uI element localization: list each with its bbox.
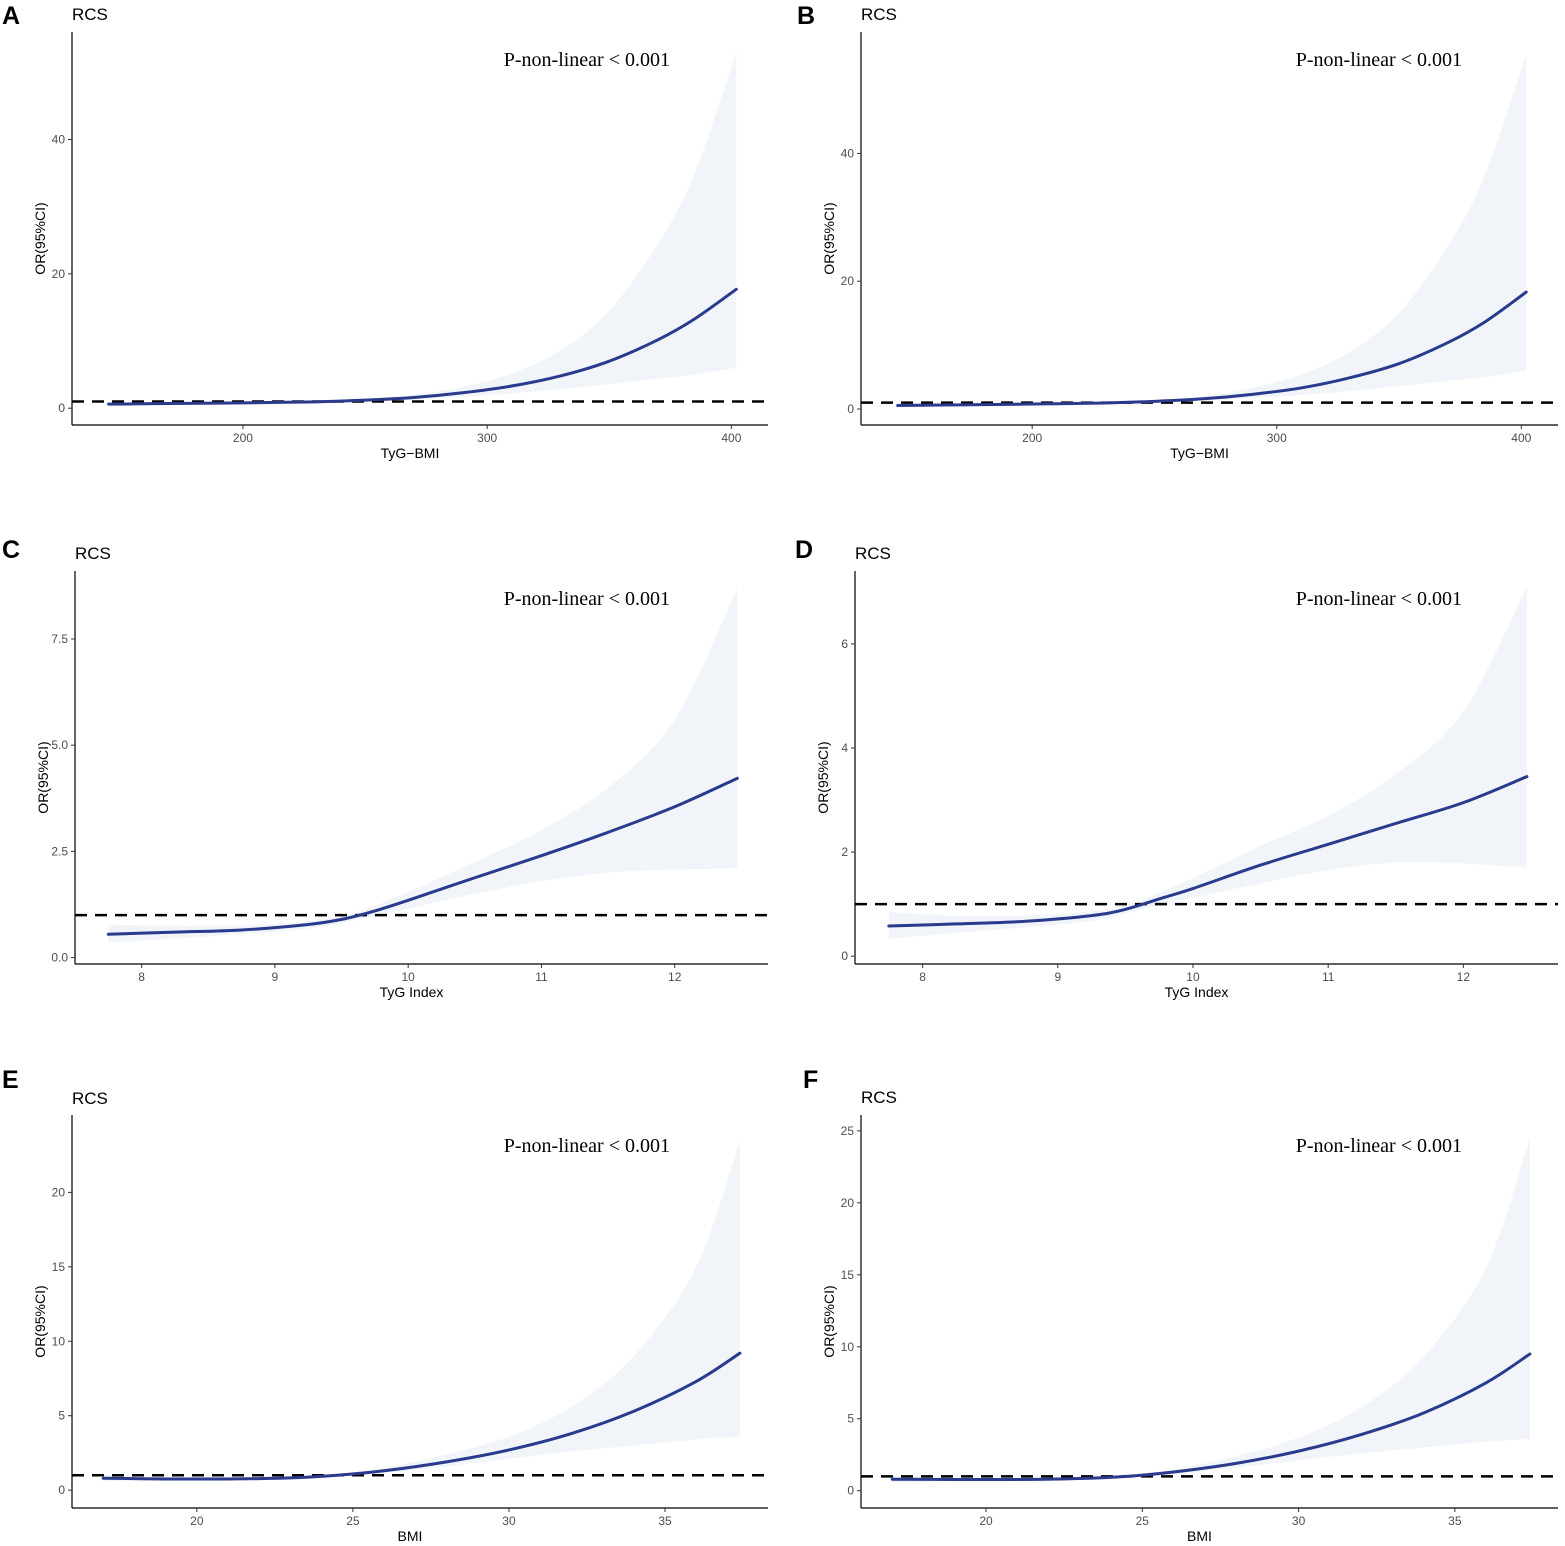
x-tick-label: 30 (502, 1514, 516, 1528)
y-axis-label: OR(95%CI) (32, 202, 48, 274)
or-curve (107, 287, 738, 406)
y-tick-label: 15 (52, 1260, 66, 1274)
chart-panel-f: F RCS 20 25 30 35 0 5 10 15 20 25 BMI OR(95%CI) P-non-… (803, 1066, 1558, 1544)
panel-letter: C (2, 536, 20, 564)
x-tick-label: 200 (233, 431, 253, 445)
y-tick-label: 10 (841, 1340, 855, 1354)
x-axis-label: TyG−BMI (381, 445, 440, 461)
confidence-band (103, 1140, 740, 1482)
confidence-band (897, 54, 1527, 407)
p-value-annotation: P-non-linear < 0.001 (1296, 1135, 1462, 1157)
y-axis-label: OR(95%CI) (32, 1285, 48, 1357)
x-tick-label: 35 (658, 1514, 672, 1528)
y-tick-label: 0 (58, 401, 65, 415)
x-axis-label: TyG−BMI (1170, 445, 1229, 461)
x-tick-label: 20 (190, 1514, 204, 1528)
confidence-band (108, 52, 737, 406)
p-value-annotation: P-non-linear < 0.001 (1296, 588, 1462, 610)
y-tick-label: 20 (841, 274, 855, 288)
y-tick-label: 0 (847, 402, 854, 416)
x-tick-label: 11 (1322, 970, 1335, 984)
x-tick-label: 10 (1186, 970, 1200, 984)
x-tick-label: 12 (1457, 970, 1471, 984)
chart-panel-c: C RCS 8 9 10 11 12 0.0 2.5 5.0 7.5 TyG Index OR(95%C… (2, 536, 768, 1000)
y-tick-label: 40 (841, 146, 855, 160)
chart-panel-d: D RCS 8 9 10 11 12 0 2 4 6 TyG Index OR(95%CI) P-non-… (795, 536, 1558, 1000)
x-tick-label: 400 (721, 431, 741, 445)
y-tick-label: 10 (52, 1334, 66, 1348)
chart-panel-b: B RCS 200 300 400 0 20 40 TyG−BMI OR(95%CI) P-non-… (797, 2, 1558, 461)
y-tick-label: 6 (841, 637, 848, 651)
confidence-band (888, 586, 1527, 940)
y-tick-label: 25 (841, 1124, 855, 1138)
or-curve (890, 1352, 1532, 1482)
panel-letter: D (795, 536, 813, 564)
y-tick-label: 2.5 (51, 844, 68, 858)
y-tick-label: 0 (847, 1484, 854, 1498)
x-tick-label: 400 (1511, 431, 1531, 445)
y-tick-label: 4 (841, 741, 848, 755)
x-tick-label: 35 (1448, 1514, 1462, 1528)
x-tick-label: 8 (919, 970, 926, 984)
y-axis-label: OR(95%CI) (815, 741, 831, 813)
x-tick-label: 8 (138, 970, 145, 984)
panel-title: RCS (855, 544, 891, 563)
y-tick-label: 40 (52, 132, 66, 146)
y-tick-label: 0 (841, 949, 848, 963)
x-axis-label: TyG Index (380, 984, 444, 1000)
or-curve (106, 776, 739, 936)
chart-panel-e: E RCS 20 25 30 35 0 5 10 15 20 BMI OR(95%CI) P-non-li… (2, 1066, 768, 1544)
x-tick-label: 25 (346, 1514, 360, 1528)
x-tick-label: 20 (979, 1514, 993, 1528)
panel-letter: E (2, 1066, 19, 1094)
y-tick-label: 20 (52, 1185, 66, 1199)
y-tick-label: 20 (52, 267, 66, 281)
y-tick-label: 0 (58, 1483, 65, 1497)
x-tick-label: 300 (477, 431, 497, 445)
x-tick-label: 200 (1022, 431, 1042, 445)
or-curve (896, 290, 1528, 408)
x-tick-label: 30 (1292, 1514, 1306, 1528)
x-tick-label: 300 (1267, 431, 1287, 445)
y-tick-label: 15 (841, 1268, 855, 1282)
panel-title: RCS (861, 5, 897, 24)
panel-letter: F (803, 1066, 818, 1094)
confidence-band (108, 587, 738, 943)
x-tick-label: 9 (1054, 970, 1061, 984)
panel-title: RCS (861, 1088, 897, 1107)
x-tick-label: 12 (668, 970, 682, 984)
x-tick-label: 9 (272, 970, 279, 984)
x-tick-label: 11 (535, 970, 548, 984)
panel-letter: B (797, 2, 815, 30)
panel-letter: A (2, 2, 20, 30)
p-value-annotation: P-non-linear < 0.001 (1296, 49, 1462, 71)
y-tick-label: 5 (847, 1412, 854, 1426)
y-tick-label: 7.5 (51, 632, 68, 646)
x-axis-label: BMI (398, 1528, 423, 1544)
y-axis-label: OR(95%CI) (821, 202, 837, 274)
or-curve (887, 775, 1529, 928)
panel-title: RCS (72, 1089, 108, 1108)
y-tick-label: 0.0 (51, 951, 68, 965)
p-value-annotation: P-non-linear < 0.001 (504, 49, 670, 71)
x-tick-label: 25 (1136, 1514, 1150, 1528)
y-tick-label: 5 (58, 1409, 65, 1423)
y-tick-label: 5.0 (51, 738, 68, 752)
confidence-band (892, 1138, 1530, 1483)
or-curve (101, 1351, 742, 1481)
y-tick-label: 2 (841, 845, 848, 859)
panel-title: RCS (75, 544, 111, 563)
y-axis-label: OR(95%CI) (821, 1285, 837, 1357)
x-axis-label: TyG Index (1165, 984, 1229, 1000)
p-value-annotation: P-non-linear < 0.001 (504, 588, 670, 610)
y-tick-label: 20 (841, 1196, 855, 1210)
x-axis-label: BMI (1187, 1528, 1212, 1544)
chart-panel-a: A RCS 200 300 400 0 20 40 TyG−BMI OR(95%CI) P-non-… (2, 2, 768, 461)
p-value-annotation: P-non-linear < 0.001 (504, 1135, 670, 1157)
panel-title: RCS (72, 5, 108, 24)
y-axis-label: OR(95%CI) (35, 741, 51, 813)
x-tick-label: 10 (401, 970, 415, 984)
